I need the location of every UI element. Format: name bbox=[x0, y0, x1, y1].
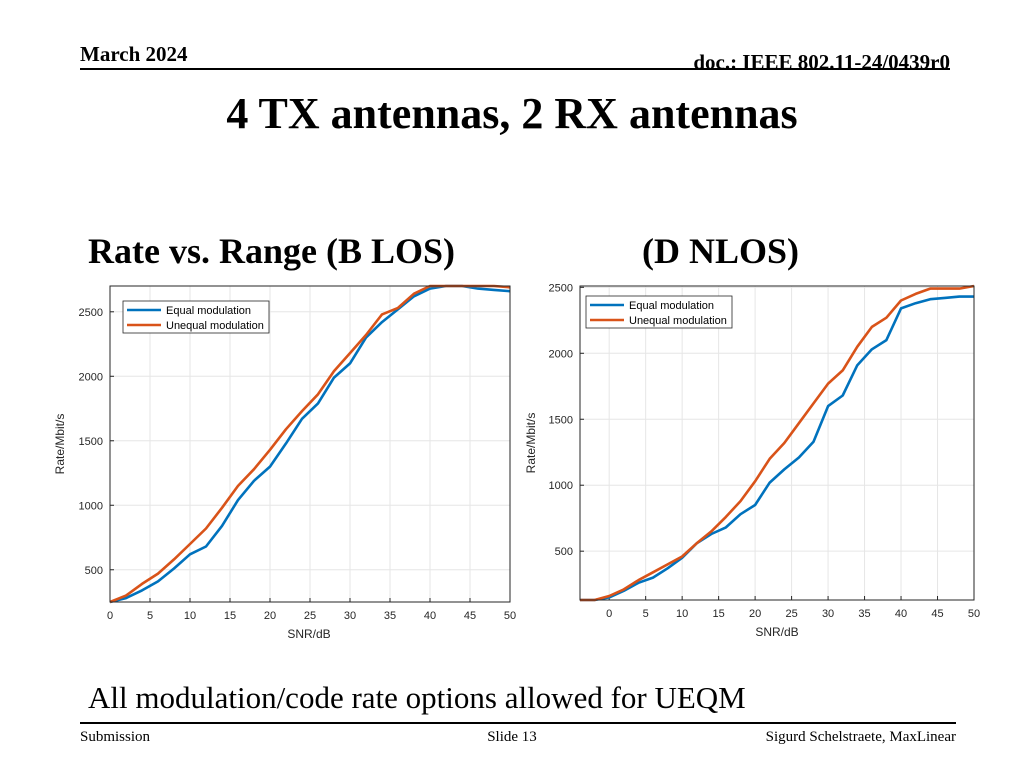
x-tick-label: 15 bbox=[713, 608, 725, 620]
x-tick-label: 50 bbox=[968, 608, 980, 620]
x-tick-label: 0 bbox=[606, 608, 612, 620]
y-tick-label: 500 bbox=[85, 565, 103, 577]
left-chart-heading: Rate vs. Range (B LOS) bbox=[88, 231, 455, 271]
x-tick-label: 20 bbox=[749, 608, 761, 620]
footnote: All modulation/code rate options allowed… bbox=[88, 680, 746, 715]
chart-b-los: 0 5 10 15 20 25 30 35 40 45 50 500 1000 1500 2000 2500 S… bbox=[53, 284, 516, 641]
x-tick-label: 40 bbox=[424, 610, 436, 622]
series-line-equal bbox=[580, 295, 974, 602]
legend-box bbox=[585, 295, 733, 329]
legend-label-equal: Equal modulation bbox=[166, 305, 251, 317]
y-tick-label: 2000 bbox=[549, 348, 573, 360]
x-tick-label: 10 bbox=[676, 608, 688, 620]
right-chart-heading: (D NLOS) bbox=[642, 231, 800, 271]
x-tick-label: 10 bbox=[184, 610, 196, 622]
y-tick-label: 2500 bbox=[549, 282, 573, 294]
x-tick-label: 15 bbox=[224, 610, 236, 622]
legend-label-unequal: Unequal modulation bbox=[629, 315, 727, 327]
x-tick-label: 20 bbox=[264, 610, 276, 622]
x-tick-label: 45 bbox=[931, 608, 943, 620]
x-tick-label: 30 bbox=[344, 610, 356, 622]
slide-title: 4 TX antennas, 2 RX antennas bbox=[226, 89, 798, 138]
x-tick-label: 25 bbox=[304, 610, 316, 622]
footer-slide-number: Slide 13 bbox=[487, 729, 537, 745]
y-tick-label: 1500 bbox=[79, 436, 103, 448]
y-axis-label: Rate/Mbit/s bbox=[53, 414, 67, 475]
y-tick-label: 2500 bbox=[79, 307, 103, 319]
x-tick-label: 35 bbox=[384, 610, 396, 622]
footer-author: Sigurd Schelstraete, MaxLinear bbox=[765, 729, 956, 745]
header-divider bbox=[80, 68, 950, 70]
x-axis-label: SNR/dB bbox=[287, 627, 330, 641]
x-tick-label: 0 bbox=[107, 610, 113, 622]
y-tick-label: 1500 bbox=[549, 414, 573, 426]
y-tick-label: 1000 bbox=[549, 480, 573, 492]
header-date: March 2024 bbox=[80, 42, 188, 66]
x-axis-label: SNR/dB bbox=[755, 625, 798, 639]
x-tick-label: 5 bbox=[147, 610, 153, 622]
header-doc-id: doc.: IEEE 802.11-24/0439r0 bbox=[693, 50, 950, 74]
x-tick-label: 30 bbox=[822, 608, 834, 620]
x-tick-label: 50 bbox=[504, 610, 516, 622]
y-tick-label: 2000 bbox=[79, 371, 103, 383]
y-axis-label: Rate/Mbit/s bbox=[524, 413, 538, 474]
legend-box bbox=[122, 300, 270, 334]
x-tick-label: 45 bbox=[464, 610, 476, 622]
x-tick-label: 40 bbox=[895, 608, 907, 620]
y-tick-label: 500 bbox=[555, 546, 573, 558]
legend-label-equal: Equal modulation bbox=[629, 300, 714, 312]
axes-frame bbox=[579, 285, 975, 601]
plot-area bbox=[580, 286, 974, 600]
footer-submission: Submission bbox=[80, 729, 151, 745]
chart-d-nlos: 0 5 10 15 20 25 30 35 40 45 50 500 1000 1500 2000 2500 S… bbox=[524, 282, 980, 639]
footer-divider bbox=[80, 722, 956, 724]
series-line-unequal bbox=[580, 284, 975, 602]
y-tick-label: 1000 bbox=[79, 500, 103, 512]
legend-label-unequal: Unequal modulation bbox=[166, 320, 264, 332]
axes-frame bbox=[109, 285, 511, 603]
x-tick-label: 35 bbox=[858, 608, 870, 620]
x-tick-label: 5 bbox=[643, 608, 649, 620]
x-tick-label: 25 bbox=[785, 608, 797, 620]
